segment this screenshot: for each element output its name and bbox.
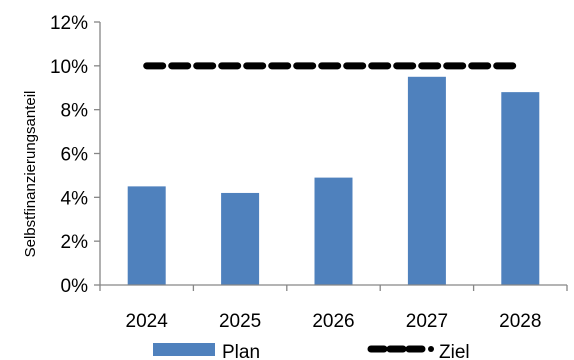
- y-tick-label: 10%: [50, 57, 88, 78]
- bar-2025: [221, 192, 260, 285]
- legend: Plan Ziel: [153, 342, 470, 360]
- x-tick-label: 2027: [406, 311, 448, 332]
- legend-label-plan: Plan: [222, 342, 260, 360]
- bar-2024: [127, 186, 166, 285]
- y-axis-title: Selbstfinanzierungsanteil: [22, 91, 39, 258]
- x-tick-label: 2025: [219, 311, 261, 332]
- legend-swatch-plan: [153, 343, 215, 356]
- legend-label-ziel: Ziel: [439, 342, 470, 360]
- bar-2027: [407, 76, 446, 286]
- x-tick-label: 2028: [499, 311, 541, 332]
- x-tick-label: 2024: [126, 311, 169, 332]
- plot-area: 0% 2% 4% 6% 8% 10% 12% 2024 2025 2026 2027 2028: [50, 13, 568, 332]
- y-tick-label: 12%: [50, 13, 88, 34]
- y-tick-label: 0%: [61, 276, 89, 297]
- y-tick-label: 4%: [61, 188, 89, 209]
- bar-2028: [501, 92, 540, 285]
- y-tick-label: 6%: [61, 145, 89, 166]
- x-tick-label: 2026: [312, 311, 354, 332]
- legend-swatch-ziel-dot: [428, 346, 434, 352]
- bar-2026: [314, 177, 353, 285]
- y-tick-label: 8%: [61, 101, 89, 122]
- y-tick-label: 2%: [61, 232, 89, 253]
